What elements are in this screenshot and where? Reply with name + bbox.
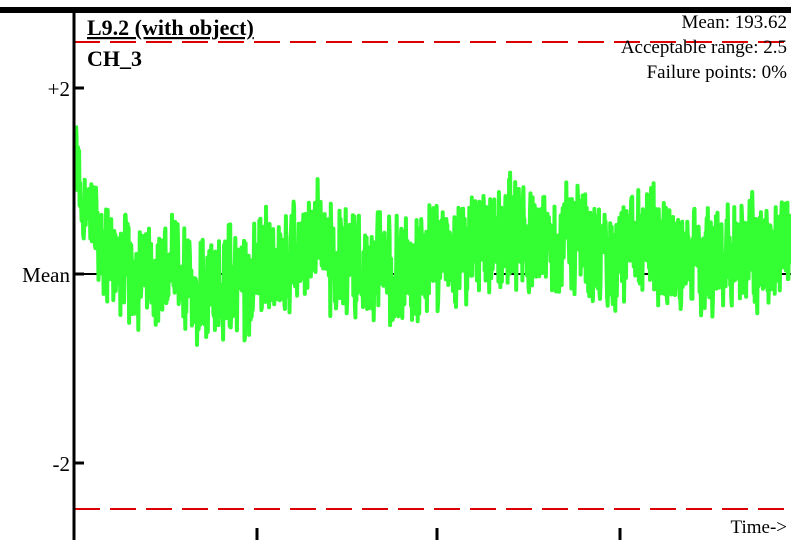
mean-stat: Mean: 193.62 <box>681 12 787 33</box>
chart-title: L9.2 (with object) <box>87 15 254 40</box>
range-stat: Acceptable range: 2.5 <box>621 37 787 58</box>
chart-subtitle: CH_3 <box>87 46 142 71</box>
y-tick-label-plus2: +2 <box>48 77 70 101</box>
series-line <box>74 125 791 347</box>
y-tick-label-mean: Mean <box>22 263 70 287</box>
y-tick-label-minus2: -2 <box>53 452 71 476</box>
x-axis-label: Time-> <box>731 517 787 538</box>
failure-stat: Failure points: 0% <box>647 62 788 83</box>
